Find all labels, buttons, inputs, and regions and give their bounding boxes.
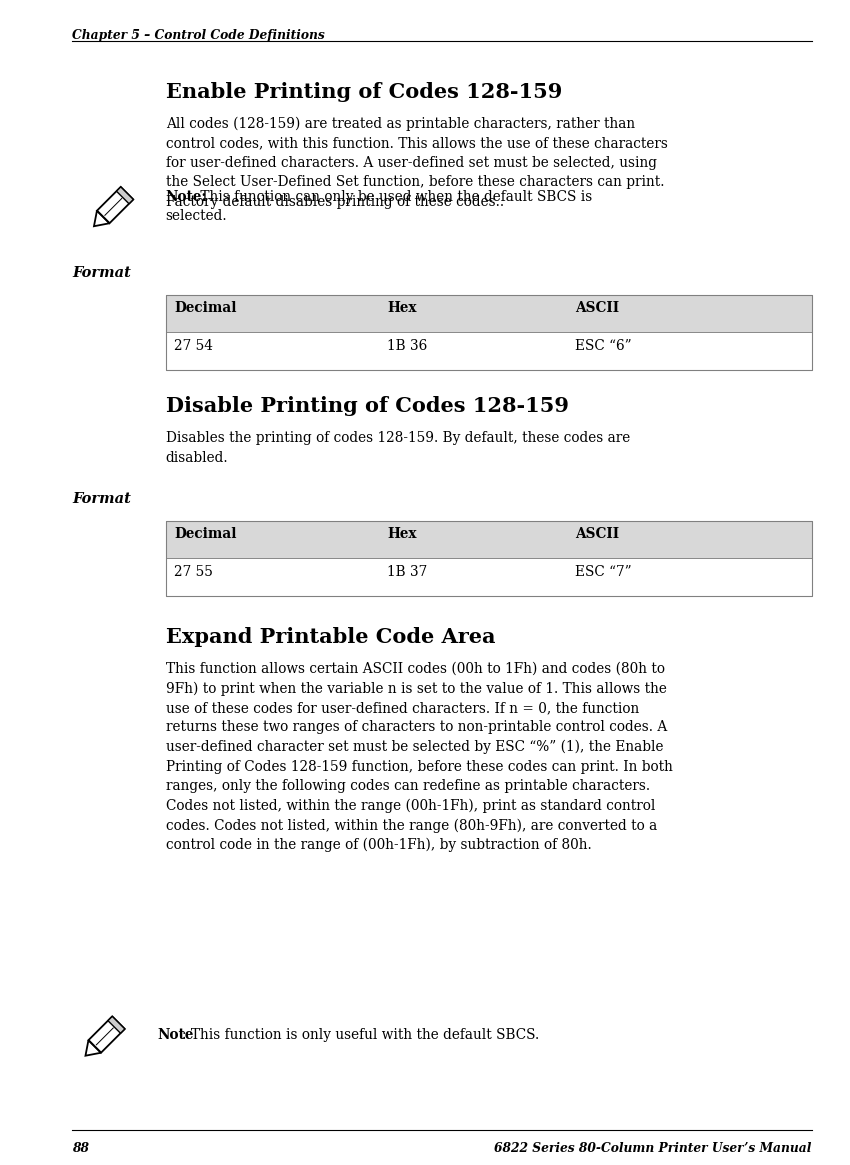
Text: Format: Format — [72, 266, 131, 280]
Text: returns these two ranges of characters to non-printable control codes. A: returns these two ranges of characters t… — [166, 720, 667, 734]
Text: Note: Note — [157, 1028, 194, 1042]
Text: Printing of Codes 128-159 function, before these codes can print. In both: Printing of Codes 128-159 function, befo… — [166, 760, 672, 774]
Text: use of these codes for user-defined characters. If n = 0, the function: use of these codes for user-defined char… — [166, 701, 639, 715]
Text: : This function is only useful with the default SBCS.: : This function is only useful with the … — [182, 1028, 539, 1042]
Text: 88: 88 — [72, 1142, 89, 1155]
Text: ESC “6”: ESC “6” — [575, 339, 632, 353]
Text: Chapter 5 – Control Code Definitions: Chapter 5 – Control Code Definitions — [72, 29, 325, 42]
Text: Factory default disables printing of these codes..: Factory default disables printing of the… — [166, 195, 504, 209]
Text: the Select User-Defined Set function, before these characters can print.: the Select User-Defined Set function, be… — [166, 175, 664, 189]
FancyBboxPatch shape — [166, 558, 812, 596]
Text: 1B 37: 1B 37 — [388, 565, 428, 579]
Text: codes. Codes not listed, within the range (80h-9Fh), are converted to a: codes. Codes not listed, within the rang… — [166, 818, 657, 833]
Text: control code in the range of (00h-1Fh), by subtraction of 80h.: control code in the range of (00h-1Fh), … — [166, 838, 592, 853]
Text: 1B 36: 1B 36 — [388, 339, 428, 353]
Text: Enable Printing of Codes 128-159: Enable Printing of Codes 128-159 — [166, 82, 562, 101]
Text: This function can only be used when the default SBCS is: This function can only be used when the … — [196, 190, 592, 204]
Text: ASCII: ASCII — [575, 301, 619, 315]
Polygon shape — [108, 1016, 125, 1033]
Text: Codes not listed, within the range (00h-1Fh), print as standard control: Codes not listed, within the range (00h-… — [166, 799, 655, 813]
Text: ASCII: ASCII — [575, 527, 619, 541]
Text: disabled.: disabled. — [166, 451, 229, 465]
Text: 6822 Series 80-Column Printer User’s Manual: 6822 Series 80-Column Printer User’s Man… — [495, 1142, 812, 1155]
Polygon shape — [116, 186, 133, 204]
Text: Disables the printing of codes 128-159. By default, these codes are: Disables the printing of codes 128-159. … — [166, 431, 630, 445]
FancyBboxPatch shape — [166, 521, 812, 558]
Text: Disable Printing of Codes 128-159: Disable Printing of Codes 128-159 — [166, 396, 569, 416]
Text: Format: Format — [72, 492, 131, 506]
Text: Note:: Note: — [166, 190, 207, 204]
Text: Hex: Hex — [388, 301, 417, 315]
Text: Decimal: Decimal — [174, 301, 237, 315]
Text: ranges, only the following codes can redefine as printable characters.: ranges, only the following codes can red… — [166, 779, 650, 793]
FancyBboxPatch shape — [166, 332, 812, 370]
Text: 9Fh) to print when the variable n is set to the value of 1. This allows the: 9Fh) to print when the variable n is set… — [166, 682, 666, 696]
Text: ESC “7”: ESC “7” — [575, 565, 632, 579]
Text: control codes, with this function. This allows the use of these characters: control codes, with this function. This … — [166, 136, 667, 150]
Text: user-defined character set must be selected by ESC “%” (1), the Enable: user-defined character set must be selec… — [166, 740, 663, 755]
Text: for user-defined characters. A user-defined set must be selected, using: for user-defined characters. A user-defi… — [166, 156, 657, 170]
FancyBboxPatch shape — [166, 295, 812, 332]
Text: 27 54: 27 54 — [174, 339, 213, 353]
Text: Expand Printable Code Area: Expand Printable Code Area — [166, 627, 496, 647]
Text: Decimal: Decimal — [174, 527, 237, 541]
Text: Hex: Hex — [388, 527, 417, 541]
Text: This function allows certain ASCII codes (00h to 1Fh) and codes (80h to: This function allows certain ASCII codes… — [166, 662, 665, 676]
Text: 27 55: 27 55 — [174, 565, 213, 579]
Text: selected.: selected. — [166, 210, 227, 224]
Text: All codes (128-159) are treated as printable characters, rather than: All codes (128-159) are treated as print… — [166, 116, 635, 130]
